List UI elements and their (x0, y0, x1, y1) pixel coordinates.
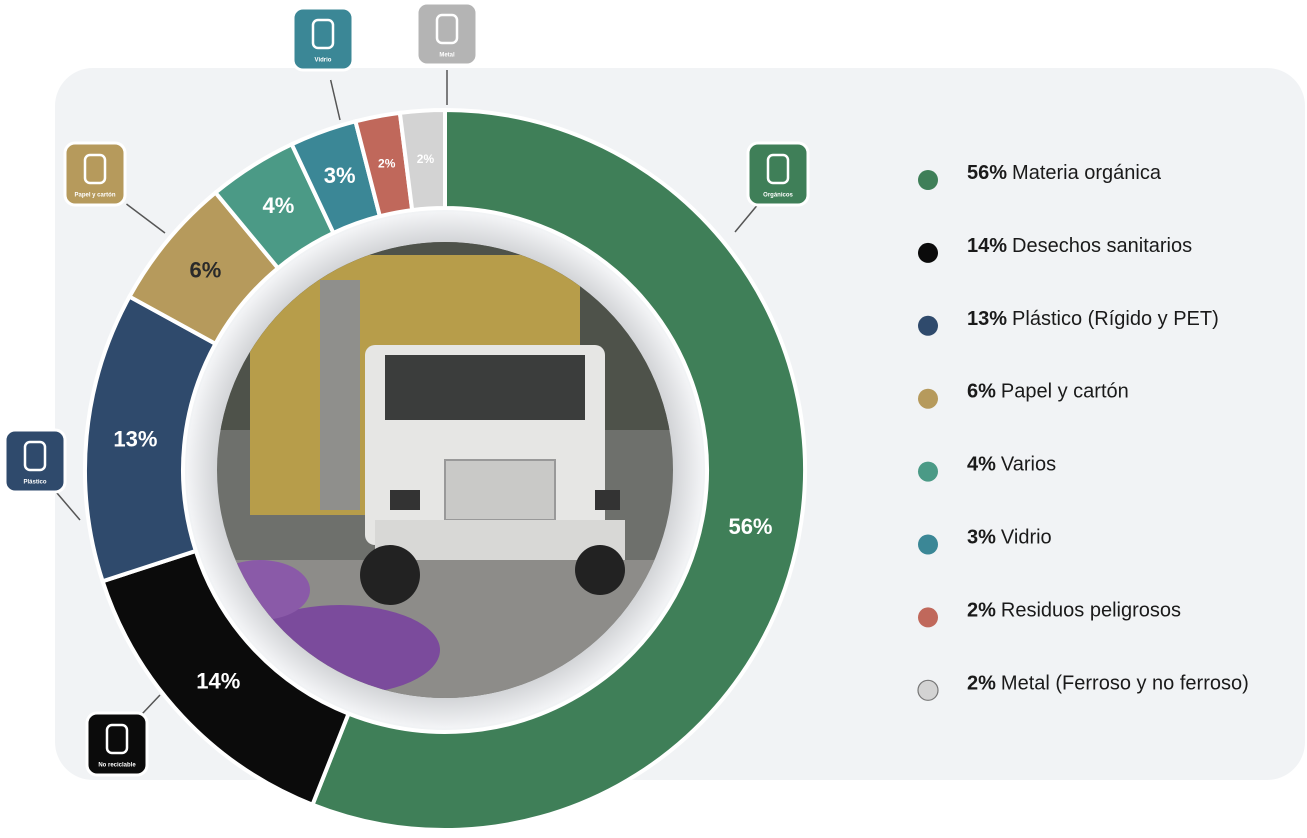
legend-entry: 4% Varios (967, 454, 1056, 476)
legend-marker (917, 679, 939, 701)
truck-photo (217, 242, 673, 698)
segment-label: 13% (113, 427, 157, 452)
legend-value: 56% (967, 162, 1007, 184)
legend-entry: 3% Vidrio (967, 527, 1052, 549)
legend-name: Vidrio (1001, 527, 1052, 549)
legend: 56% Materia orgánica 14% Desechos sanitario… (917, 162, 1249, 701)
legend-value: 6% (967, 381, 996, 403)
legend-entry: 2% Metal (Ferroso y no ferroso) (967, 673, 1249, 695)
legend-entry: 56% Materia orgánica (967, 162, 1162, 184)
legend-value: 2% (967, 673, 996, 695)
legend-marker (918, 607, 938, 628)
legend-entry: 6% Papel y cartón (967, 381, 1129, 403)
legend-name: Varios (1001, 454, 1056, 476)
category-icon (85, 711, 149, 777)
legend-marker (918, 170, 938, 190)
icon-label: Papel y cartón (74, 193, 115, 199)
icon-glyph (105, 723, 129, 755)
legend-name: Desechos sanitarios (1012, 235, 1192, 257)
legend-name: Papel y cartón (1001, 381, 1129, 403)
icon-label: Metal (439, 53, 455, 59)
legend-value: 2% (967, 600, 996, 622)
icon-glyph (83, 153, 107, 185)
segment-label: 2% (378, 157, 396, 171)
legend-value: 4% (967, 454, 996, 476)
category-icon (291, 6, 355, 72)
category-icon (63, 141, 127, 207)
icon-label: No reciclable (98, 763, 136, 769)
leader-line (54, 490, 81, 521)
donut-segment (309, 107, 807, 832)
icon-glyph (435, 13, 459, 45)
segment-label: 2% (417, 152, 435, 166)
icon-glyph (311, 18, 335, 50)
segment-label: 4% (262, 193, 294, 218)
legend-name: Residuos peligrosos (1001, 600, 1181, 622)
legend-marker (918, 315, 938, 336)
category-icon (415, 1, 479, 67)
legend-marker (918, 388, 938, 409)
segment-label: 56% (728, 514, 772, 539)
icon-label: Vidrio (315, 58, 332, 64)
legend-value: 14% (967, 235, 1007, 257)
legend-entry: 13% Plástico (Rígido y PET) (967, 308, 1219, 330)
legend-marker (918, 461, 938, 482)
donut-segment (397, 107, 447, 213)
legend-name: Materia orgánica (1012, 162, 1162, 184)
icon-glyph (766, 153, 790, 185)
icon-label: Orgánicos (763, 193, 793, 199)
segment-label: 14% (196, 669, 240, 694)
legend-name: Metal (Ferroso y no ferroso) (1001, 673, 1249, 695)
legend-marker (918, 534, 938, 555)
legend-value: 13% (967, 308, 1007, 330)
icon-label: Plástico (23, 480, 46, 486)
segment-label: 3% (324, 163, 356, 188)
icon-glyph (23, 440, 47, 472)
leader-line (329, 79, 341, 121)
icons: Orgánicos No reciclable Plástico Papel y ca… (3, 1, 810, 777)
legend-entry: 2% Residuos peligrosos (967, 600, 1181, 622)
legend-marker (918, 242, 938, 263)
leader-line (126, 203, 166, 234)
legend-value: 3% (967, 527, 996, 549)
segment-label: 6% (189, 258, 221, 283)
legend-entry: 14% Desechos sanitarios (967, 235, 1192, 257)
leader-line (734, 203, 760, 233)
donut: 56% 14% 13% 6% 4% 3% 2% 2% (83, 107, 807, 832)
legend-name: Plástico (Rígido y PET) (1012, 308, 1219, 330)
category-icon (3, 428, 67, 494)
category-icon (746, 141, 810, 207)
